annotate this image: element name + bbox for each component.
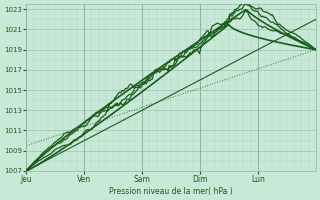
X-axis label: Pression niveau de la mer( hPa ): Pression niveau de la mer( hPa ) xyxy=(109,187,233,196)
